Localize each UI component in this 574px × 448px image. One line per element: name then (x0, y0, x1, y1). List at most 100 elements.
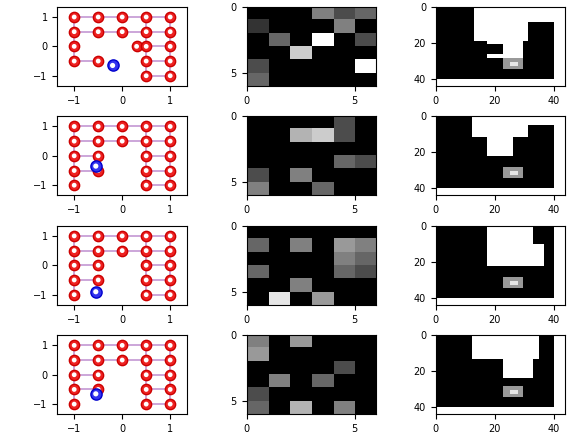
Point (69, 138, 79, 145)
Point (165, 262, 174, 269)
Point (142, 167, 151, 174)
Point (69, 262, 79, 269)
Point (142, 28, 151, 35)
Point (69, 167, 79, 174)
Point (165, 233, 174, 240)
Point (165, 247, 174, 254)
Point (69, 342, 79, 349)
Point (69, 28, 79, 35)
Point (142, 181, 151, 189)
Point (69, 28, 79, 35)
Point (165, 123, 174, 130)
Point (142, 138, 151, 145)
Point (69, 57, 79, 65)
Point (165, 371, 174, 378)
Point (165, 167, 174, 174)
Point (142, 291, 151, 298)
Point (142, 28, 151, 35)
Point (165, 291, 174, 298)
Point (118, 342, 127, 349)
Point (69, 123, 79, 130)
Point (165, 167, 174, 174)
Point (142, 386, 151, 393)
Point (69, 357, 79, 364)
Point (94, 28, 103, 35)
Point (94, 357, 103, 364)
Point (94, 371, 103, 378)
Point (132, 43, 141, 50)
Point (69, 152, 79, 159)
Point (94, 357, 103, 364)
Point (94, 13, 103, 21)
Point (91, 390, 100, 397)
Point (94, 233, 103, 240)
Point (108, 62, 117, 69)
Point (69, 233, 79, 240)
Point (142, 247, 151, 254)
Point (94, 152, 103, 159)
Point (142, 57, 151, 65)
Point (118, 247, 127, 254)
Point (94, 342, 103, 349)
Point (165, 152, 174, 159)
Point (69, 123, 79, 130)
Point (165, 276, 174, 284)
Point (94, 276, 103, 284)
Point (165, 386, 174, 393)
Point (94, 342, 103, 349)
Point (142, 152, 151, 159)
Point (118, 138, 127, 145)
Point (91, 288, 100, 295)
Point (142, 233, 151, 240)
Point (69, 43, 79, 50)
Point (142, 247, 151, 254)
Point (94, 57, 103, 65)
Point (69, 276, 79, 284)
Point (165, 123, 174, 130)
Point (69, 181, 79, 189)
Point (142, 13, 151, 21)
Point (142, 371, 151, 378)
Point (142, 342, 151, 349)
Point (142, 43, 151, 50)
Point (142, 72, 151, 79)
Point (118, 233, 127, 240)
Point (142, 167, 151, 174)
Point (69, 247, 79, 254)
Point (69, 13, 79, 21)
Point (165, 276, 174, 284)
Point (69, 43, 79, 50)
Point (69, 401, 79, 408)
Point (142, 262, 151, 269)
Point (94, 138, 103, 145)
Point (142, 43, 151, 50)
Point (118, 28, 127, 35)
Point (165, 57, 174, 65)
Point (142, 138, 151, 145)
Point (142, 152, 151, 159)
Point (165, 342, 174, 349)
Point (94, 138, 103, 145)
Point (94, 276, 103, 284)
Point (118, 357, 127, 364)
Point (94, 28, 103, 35)
Point (142, 357, 151, 364)
Point (118, 342, 127, 349)
Point (165, 138, 174, 145)
Point (69, 357, 79, 364)
Point (94, 247, 103, 254)
Point (69, 262, 79, 269)
Point (118, 123, 127, 130)
Point (94, 123, 103, 130)
Point (69, 13, 79, 21)
Point (94, 167, 103, 174)
Point (69, 291, 79, 298)
Point (69, 181, 79, 189)
Point (94, 386, 103, 393)
Point (165, 342, 174, 349)
Point (69, 386, 79, 393)
Point (165, 357, 174, 364)
Point (94, 386, 103, 393)
Point (142, 123, 151, 130)
Point (142, 401, 151, 408)
